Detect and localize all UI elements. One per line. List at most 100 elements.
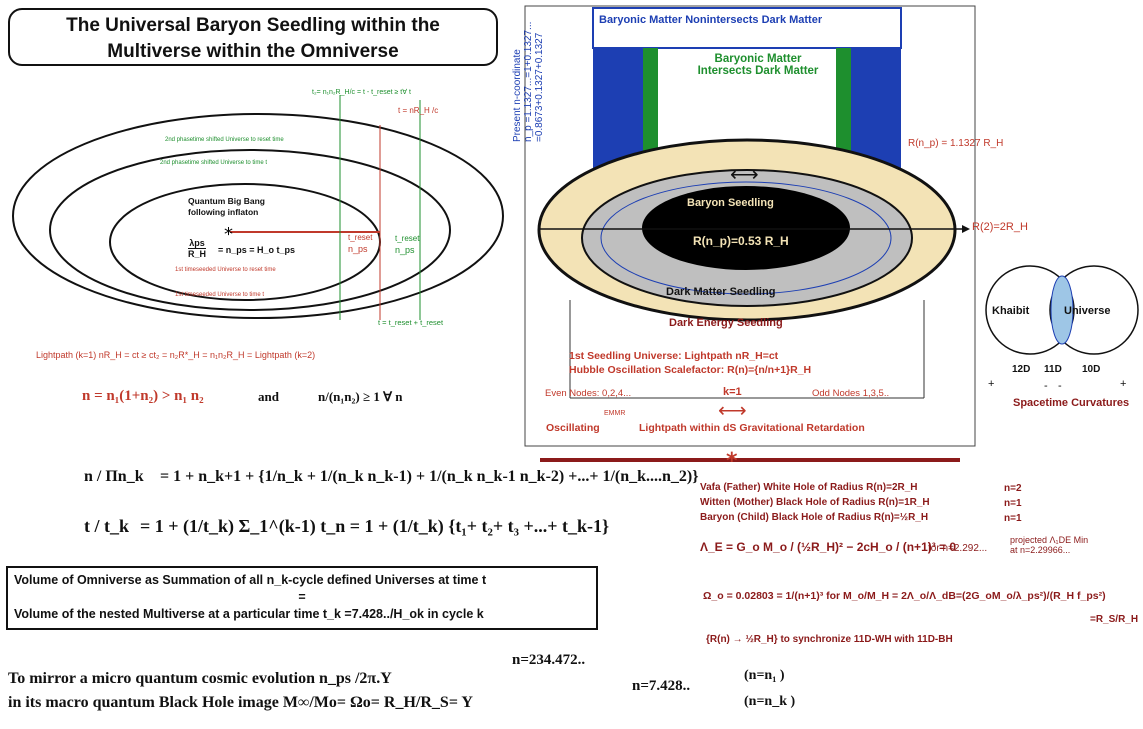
spacetime-curvatures-label: Spacetime Curvatures — [1013, 397, 1130, 409]
ring-label-2: 2nd phasetime shifted Universe to time t — [160, 160, 268, 166]
mirror-line-1: To mirror a micro quantum cosmic evoluti… — [8, 670, 392, 687]
khaibit-circle — [985, 265, 1075, 355]
series-line-1-rhs: = 1 + n_k+1 + {1/n_k + 1/(n_k n_k-1) + 1… — [160, 468, 699, 485]
ring-label-4: 1st timeseeded Universe to time t — [175, 292, 265, 298]
present-line-3: =0.8673+0.1327+0.1327 — [534, 32, 545, 142]
11d-label: 11D — [1044, 364, 1062, 375]
lambda-condition: for n=2.292... — [928, 543, 988, 554]
volume-box: Volume of Omniverse as Summation of all … — [6, 566, 598, 630]
lightpath-ds-label: Lightpath within dS Gravitational Retard… — [639, 422, 865, 434]
dark-matter-seedling-label: Dark Matter Seedling — [666, 286, 776, 298]
top-box — [592, 7, 902, 49]
mirror-cond-2: (n=n_k ) — [744, 694, 796, 709]
sync-label: {R(n) → ½R_H} to synchronize 11D-WH with… — [706, 634, 953, 645]
universe-label: Universe — [1064, 305, 1111, 317]
formula-fraction: λps R_H — [188, 238, 207, 259]
projected-lambda: projected Λ₁DE Min at n=2.29966... — [1010, 535, 1088, 555]
following-inflaton-label: following inflaton — [188, 207, 259, 217]
khaibit-label: Khaibit — [992, 305, 1030, 317]
t-reset-right: t_reset — [395, 234, 420, 243]
nested-universe-ellipses: * — [12, 95, 504, 320]
series-line-2-rhs: = 1 + (1/t_k) Σ_1^(k-1) t_n = 1 + (1/t_k… — [140, 516, 610, 536]
red-horizontal-arrow: ⟷ — [718, 400, 747, 422]
baryon-hole-label: Baryon (Child) Black Hole of Radius R(n)… — [700, 512, 929, 523]
series-line-1-lhs: n / Πn_k — [84, 468, 144, 485]
baryon-hole-n: n=1 — [1004, 513, 1022, 524]
intersect-line-1: Baryonic Matter — [714, 53, 802, 65]
intersect-label: Baryonic Matter Intersects Dark Matter — [678, 53, 838, 77]
ring-label-3: 1st timeseeded Universe to reset time — [175, 267, 276, 273]
n-equation-left: n = n₁(1+n₂) > n₁ n₂ — [82, 388, 204, 404]
n-equation-and: and — [258, 389, 279, 404]
quantum-big-bang-label: Quantum Big Bang — [188, 196, 265, 206]
r2-label: R(2)=2R_H — [972, 221, 1028, 233]
intersect-line-2: Intersects Dark Matter — [697, 65, 819, 77]
baryon-ellipse — [642, 186, 850, 270]
oscillating-label: Oscillating — [546, 422, 600, 434]
projected-line-1: projected Λ₁DE Min — [1010, 535, 1089, 545]
first-seedling-label: 1st Seedling Universe: Lightpath nR_H=ct — [569, 350, 779, 362]
odd-nodes-label: Odd Nodes 1,3,5.. — [812, 388, 890, 399]
omega-tail: =R_S/R_H — [1090, 614, 1139, 625]
r-np-label: R(n_p) = 1.1327 R_H — [908, 138, 1004, 149]
10d-label: 10D — [1082, 364, 1101, 375]
title-line-2: Multiverse within the Omniverse — [107, 41, 399, 62]
ring-label-1: 2nd phasetime shifted Universe to reset … — [165, 137, 284, 143]
axis-arrowhead — [962, 225, 970, 233]
minus-1: - — [1044, 380, 1048, 392]
hubble-oscillation-label: Hubble Oscillation Scalefactor: R(n)={n/… — [569, 364, 812, 376]
vafa-label: Vafa (Father) White Hole of Radius R(n)=… — [700, 482, 918, 493]
witten-label: Witten (Mother) Black Hole of Radius R(n… — [700, 497, 930, 508]
projected-line-2: at n=2.29966... — [1010, 545, 1071, 555]
mirror-line-2: in its macro quantum Black Hole image M∞… — [8, 694, 473, 711]
volume-line-1: Volume of Omniverse as Summation of all … — [14, 573, 487, 587]
diagram-frame — [524, 5, 976, 447]
lightpath-label: Lightpath (k=1) nR_H = ct ≥ ct₂ = n₂R*_H… — [36, 350, 316, 360]
title-box: The Universal Baryon Seedling within the… — [8, 8, 498, 66]
n-equation-right: n/(n₁n₂) ≥ 1 ∀ n — [318, 389, 403, 404]
n-ps-label: n_ps — [348, 244, 368, 254]
n-ps-right: n_ps — [395, 245, 415, 255]
seedling-diagram: * — [524, 5, 976, 470]
12d-label: 12D — [1012, 364, 1031, 375]
dark-energy-seedling-label: Dark Energy Seedling — [669, 317, 783, 329]
plus-right: + — [1120, 378, 1127, 390]
blue-orbit-ellipse — [600, 181, 892, 295]
big-bang-star: * — [224, 224, 233, 245]
top-box-label: Baryonic Matter Nonintersects Dark Matte… — [599, 14, 823, 26]
outer-ellipse — [12, 113, 504, 319]
plus-left: + — [988, 378, 995, 390]
mirror-exp-2: n=7.428.. — [632, 678, 691, 694]
t-label: t = nR_H /c — [398, 106, 439, 115]
present-coordinate: Present n-coordinate n_p =1.1327...=1+0.… — [512, 22, 545, 142]
mirror-exp-1: n=234.472.. — [512, 652, 586, 668]
title-line-1: The Universal Baryon Seedling within the — [66, 15, 440, 36]
witten-n: n=1 — [1004, 498, 1022, 509]
baryon-seedling-label: Baryon Seedling — [687, 197, 774, 209]
present-line-2: n_p =1.1327...=1+0.1327... — [523, 21, 534, 142]
volume-line-2: Volume of the nested Multiverse at a par… — [14, 607, 484, 621]
k1-label: k=1 — [723, 386, 742, 398]
mirror-cond-1: (n=n₁ ) — [744, 668, 785, 683]
divider-star: * — [726, 449, 738, 470]
emmr-label: EMMR — [604, 410, 626, 417]
present-line-1: Present n-coordinate — [512, 49, 523, 142]
series-line-2-lhs: t / t_k — [84, 516, 129, 536]
volume-equals: = — [298, 590, 306, 604]
spacetime-venn — [985, 265, 1139, 355]
even-nodes-label: Even Nodes: 0,2,4... — [545, 388, 632, 399]
universe-circle — [1049, 265, 1139, 355]
t-reset-ps: t_reset — [348, 233, 373, 242]
omega-equation: Ω_o = 0.02803 = 1/(n+1)³ for M_o/M_H = 2… — [703, 590, 1106, 602]
minus-2: - — [1058, 380, 1062, 392]
formula-denominator: R_H — [188, 249, 207, 259]
horizontal-arrow: ⟷ — [730, 164, 759, 186]
middle-ellipse — [49, 149, 451, 311]
t2-label: t₂= n₁n₂R_H/c = t - t_reset ≥ t∀ t — [312, 89, 411, 96]
lambda-equation: Λ_E = G_o M_o / (½R_H)² − 2cH_o / (n+1)³… — [700, 540, 957, 554]
t-sum-label: t = t_reset + t_reset — [378, 318, 444, 327]
formula-numerator: λps — [188, 238, 207, 249]
vafa-n: n=2 — [1004, 483, 1022, 494]
intersection-lens — [1050, 275, 1074, 345]
r-np-inner-label: R(n_p)=0.53 R_H — [693, 234, 789, 248]
